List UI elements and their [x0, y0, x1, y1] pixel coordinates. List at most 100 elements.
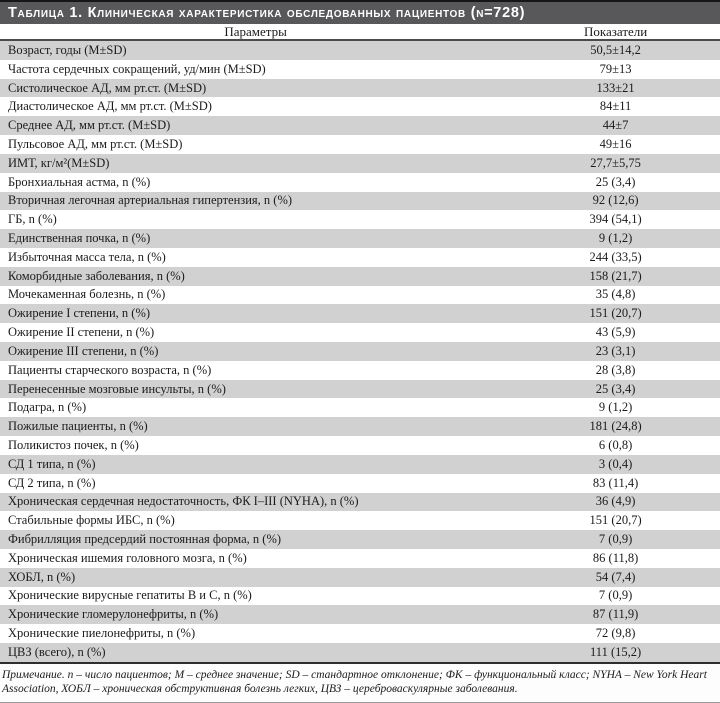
table-row: Ожирение II степени, n (%) 43 (5,9)	[0, 323, 720, 342]
row-parameter: Частота сердечных сокращений, уд/мин (M±…	[8, 61, 266, 76]
table-row: Ожирение III степени, n (%) 23 (3,1)	[0, 342, 720, 361]
table-row: ИМТ, кг/м²(M±SD) 27,7±5,75	[0, 153, 720, 173]
row-parameter: Пожилые пациенты, n (%)	[8, 419, 148, 434]
table-row: Среднее АД, мм рт.ст. (M±SD) 44±7	[0, 116, 720, 136]
table-row: Пульсовое АД, мм рт.ст. (M±SD) 49±16	[0, 135, 720, 154]
row-parameter: Единственная почка, n (%)	[8, 231, 151, 246]
row-parameter: Хронические гломерулонефриты, n (%)	[8, 607, 219, 622]
column-header-row: Параметры Показатели	[0, 24, 720, 41]
row-value: 27,7±5,75	[590, 155, 641, 170]
table-row: Бронхиальная астма, n (%) 25 (3,4)	[0, 172, 720, 192]
row-value: 49±16	[599, 136, 632, 151]
row-value: 86 (11,8)	[592, 550, 639, 565]
row-value: 25 (3,4)	[595, 381, 636, 396]
table-row: Хроническая ишемия головного мозга, n (%…	[0, 548, 720, 568]
table-title-bar: Таблица 1. Клиническая характеристика об…	[0, 2, 720, 24]
row-value: 151 (20,7)	[589, 513, 642, 528]
row-parameter: Ожирение I степени, n (%)	[8, 306, 151, 321]
row-value: 87 (11,9)	[592, 607, 639, 622]
table-row: Мочекаменная болезнь, n (%) 35 (4,8)	[0, 285, 720, 305]
row-value: 23 (3,1)	[595, 343, 636, 358]
table-row: ГБ, n (%) 394 (54,1)	[0, 210, 720, 230]
row-parameter: Вторичная легочная артериальная гипертен…	[8, 193, 293, 208]
row-value: 9 (1,2)	[598, 400, 633, 415]
table-row: СД 2 типа, n (%) 83 (11,4)	[0, 473, 720, 493]
table-row: Хронические пиелонефриты, n (%) 72 (9,8)	[0, 624, 720, 643]
row-parameter: Поликистоз почек, n (%)	[8, 437, 139, 452]
row-value: 6 (0,8)	[598, 437, 633, 452]
row-value: 394 (54,1)	[589, 212, 642, 227]
row-parameter: Возраст, годы (M±SD)	[8, 42, 127, 57]
row-value: 50,5±14,2	[590, 42, 641, 57]
row-value: 44±7	[602, 118, 629, 133]
table-row: ХОБЛ, n (%) 54 (7,4)	[0, 567, 720, 587]
table-row: Хронические гломерулонефриты, n (%) 87 (…	[0, 605, 720, 625]
row-value: 92 (12,6)	[592, 193, 639, 208]
row-value: 28 (3,8)	[595, 362, 636, 377]
table-row: СД 1 типа, n (%) 3 (0,4)	[0, 454, 720, 474]
table-row: Коморбидные заболевания, n (%) 158 (21,7…	[0, 266, 720, 286]
row-value: 3 (0,4)	[598, 456, 633, 471]
row-value: 25 (3,4)	[595, 174, 636, 189]
table-row: Пожилые пациенты, n (%) 181 (24,8)	[0, 417, 720, 437]
table-row: ЦВЗ (всего), n (%) 111 (15,2)	[0, 643, 720, 662]
row-parameter: Перенесенные мозговые инсульты, n (%)	[8, 381, 226, 396]
table-row: Пациенты старческого возраста, n (%) 28 …	[0, 360, 720, 380]
row-value: 84±11	[599, 99, 632, 114]
row-parameter: Хронические вирусные гепатиты В и С, n (…	[8, 588, 252, 603]
row-parameter: Хроническая сердечная недостаточность, Ф…	[8, 494, 359, 509]
table-row: Возраст, годы (M±SD) 50,5±14,2	[0, 41, 720, 60]
table-row: Избыточная масса тела, n (%) 244 (33,5)	[0, 247, 720, 267]
table-row: Подагра, n (%) 9 (1,2)	[0, 398, 720, 418]
row-parameter: ИМТ, кг/м²(M±SD)	[8, 155, 110, 170]
row-parameter: Коморбидные заболевания, n (%)	[8, 268, 185, 283]
row-parameter: ХОБЛ, n (%)	[8, 569, 76, 584]
table-row: Перенесенные мозговые инсульты, n (%) 25…	[0, 379, 720, 399]
row-value: 36 (4,9)	[595, 494, 636, 509]
table-row: Поликистоз почек, n (%) 6 (0,8)	[0, 436, 720, 455]
table-title: Таблица 1. Клиническая характеристика об…	[8, 5, 526, 21]
table-body: Возраст, годы (M±SD) 50,5±14,2 Частота с…	[0, 41, 720, 662]
row-value: 79±13	[599, 61, 632, 76]
table-row: Стабильные формы ИБС, n (%) 151 (20,7)	[0, 511, 720, 531]
row-parameter: Хроническая ишемия головного мозга, n (%…	[8, 550, 247, 565]
table-row: Хронические вирусные гепатиты В и С, n (…	[0, 586, 720, 606]
row-value: 9 (1,2)	[598, 231, 633, 246]
row-parameter: СД 1 типа, n (%)	[8, 456, 96, 471]
top-rule	[0, 0, 720, 2]
row-value: 151 (20,7)	[589, 306, 642, 321]
table-row: Хроническая сердечная недостаточность, Ф…	[0, 492, 720, 512]
row-value: 43 (5,9)	[595, 325, 636, 340]
row-value: 35 (4,8)	[595, 287, 636, 302]
row-value: 111 (15,2)	[590, 644, 642, 659]
row-value: 7 (0,9)	[598, 532, 633, 547]
table-row: Вторичная легочная артериальная гипертен…	[0, 191, 720, 211]
row-parameter: Мочекаменная болезнь, n (%)	[8, 287, 166, 302]
row-parameter: Стабильные формы ИБС, n (%)	[8, 513, 175, 528]
row-parameter: Ожирение III степени, n (%)	[8, 343, 159, 358]
row-parameter: Диастолическое АД, мм рт.ст. (M±SD)	[8, 99, 212, 114]
table-row: Фибрилляция предсердий постоянная форма,…	[0, 530, 720, 549]
row-parameter: Ожирение II степени, n (%)	[8, 325, 155, 340]
row-value: 54 (7,4)	[595, 569, 636, 584]
row-parameter: Фибрилляция предсердий постоянная форма,…	[8, 532, 282, 547]
table-row: Диастолическое АД, мм рт.ст. (M±SD) 84±1…	[0, 97, 720, 117]
row-parameter: ГБ, n (%)	[8, 212, 57, 227]
row-parameter: Пульсовое АД, мм рт.ст. (M±SD)	[8, 136, 183, 151]
row-parameter: Хронические пиелонефриты, n (%)	[8, 626, 196, 641]
row-value: 181 (24,8)	[589, 419, 642, 434]
row-parameter: Систолическое АД, мм рт.ст. (M±SD)	[8, 80, 207, 95]
row-parameter: Пациенты старческого возраста, n (%)	[8, 362, 212, 377]
row-value: 158 (21,7)	[589, 268, 642, 283]
row-value: 244 (33,5)	[589, 249, 642, 264]
row-parameter: Бронхиальная астма, n (%)	[8, 174, 151, 189]
table-row: Единственная почка, n (%) 9 (1,2)	[0, 229, 720, 248]
row-value: 83 (11,4)	[592, 475, 639, 490]
row-parameter: СД 2 типа, n (%)	[8, 475, 96, 490]
row-value: 133±21	[596, 80, 635, 95]
row-value: 7 (0,9)	[598, 588, 633, 603]
table-row: Частота сердечных сокращений, уд/мин (M±…	[0, 59, 720, 79]
row-parameter: Подагра, n (%)	[8, 400, 87, 415]
row-parameter: ЦВЗ (всего), n (%)	[8, 644, 106, 659]
